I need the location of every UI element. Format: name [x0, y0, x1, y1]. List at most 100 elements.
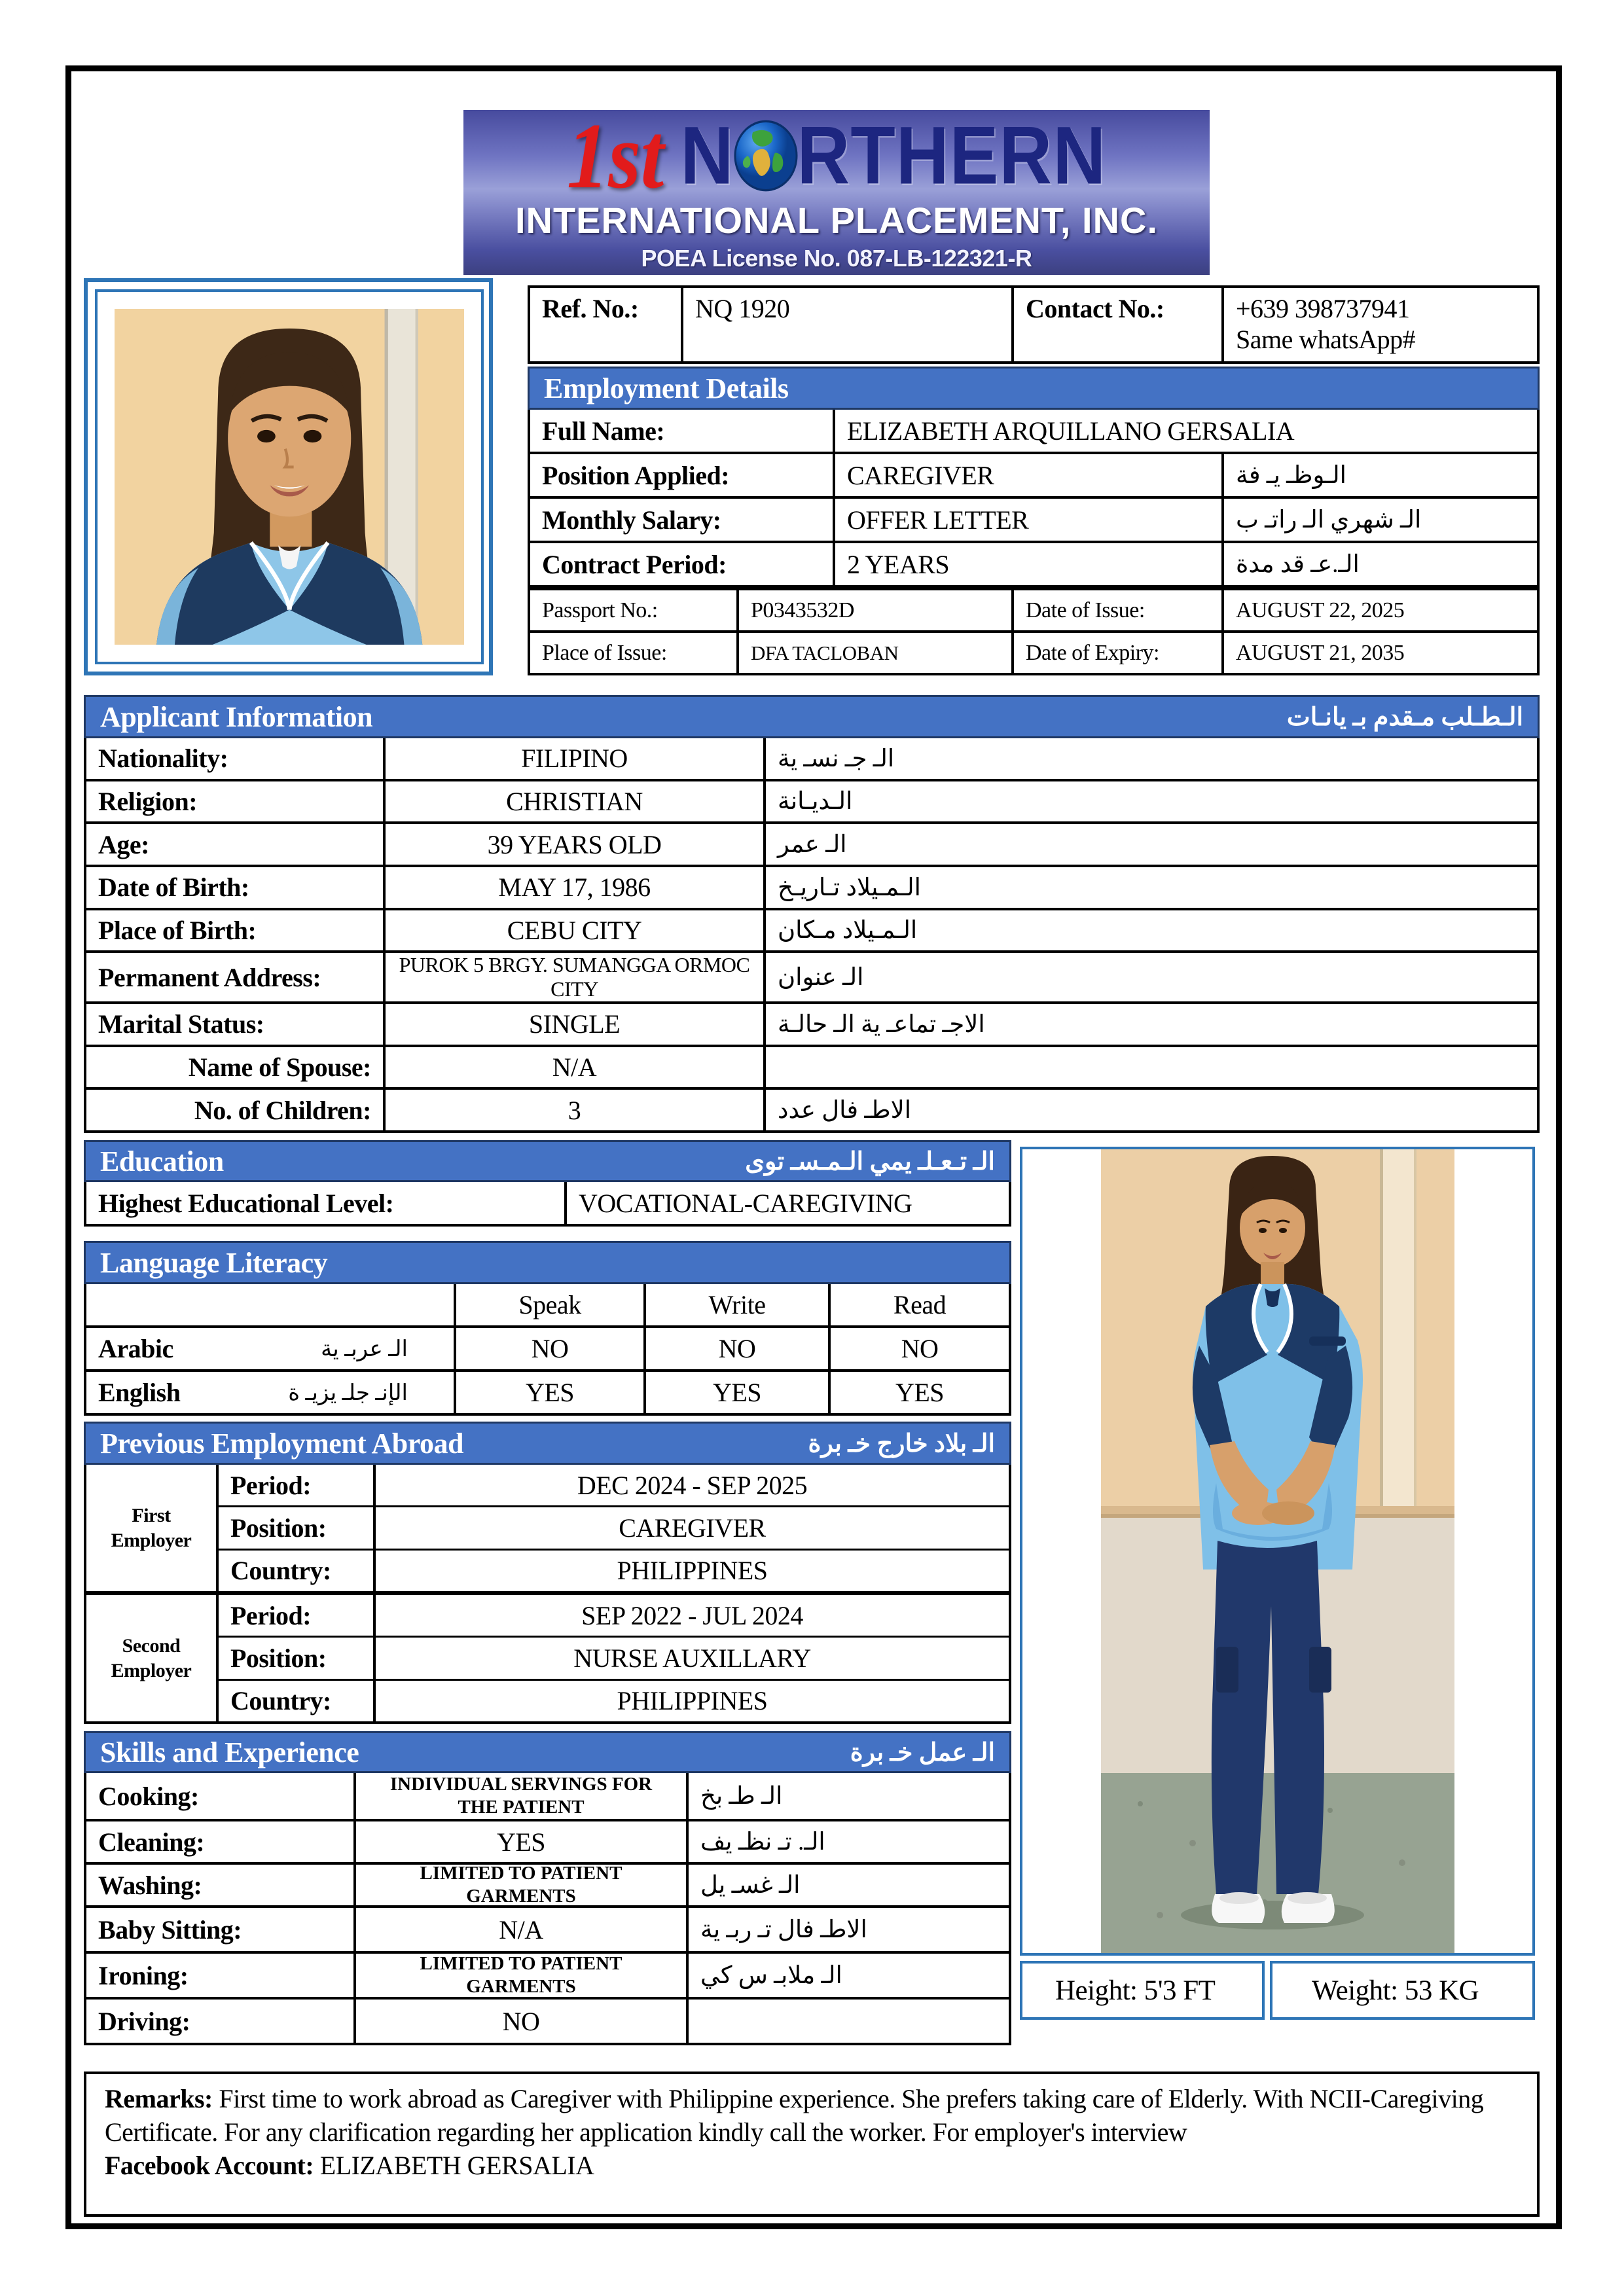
skills-title: Skills and Experience: [100, 1736, 359, 1768]
employment-details-table: Full Name: ELIZABETH ARQUILLANO GERSALIA…: [528, 410, 1540, 588]
previous-employment-header: Previous Employment Abroad الـ بلاد خارج…: [84, 1422, 1011, 1465]
nationality-arabic: الـ جـ نسـ ية: [778, 745, 895, 772]
first-position-value: CAREGIVER: [619, 1513, 766, 1543]
name-of-spouse-arabic: [766, 1047, 1537, 1088]
arabic-language-arabic: الـ عربـ ية: [321, 1336, 408, 1361]
cooking-value: INDIVIDUAL SERVINGS FOR THE PATIENT: [356, 1773, 689, 1819]
ref-no-value: NQ 1920: [683, 288, 1014, 361]
cleaning-value: YES: [356, 1821, 689, 1862]
facebook-account-line: Facebook Account: ELIZABETH GERSALIA: [105, 2151, 594, 2180]
religion-arabic: الـديـانة: [778, 788, 853, 816]
ref-no-label: Ref. No.:: [530, 288, 683, 361]
arabic-read-value: NO: [901, 1334, 939, 1363]
facebook-account-label: Facebook Account:: [105, 2151, 314, 2180]
education-table: Highest Educational Level: VOCATIONAL-CA…: [84, 1182, 1011, 1227]
driving-arabic: [689, 2000, 1009, 2043]
place-of-birth-arabic: الـمـيلاد مـكان: [778, 917, 918, 944]
speak-column-header: Speak: [456, 1284, 646, 1325]
date-of-issue-value: AUGUST 22, 2025: [1236, 598, 1405, 622]
contact-no-label: Contact No.:: [1014, 288, 1224, 361]
first-employer-label: First Employer: [86, 1465, 219, 1591]
date-of-issue-label: Date of Issue:: [1014, 590, 1224, 630]
age-value: 39 YEARS OLD: [386, 824, 766, 865]
age-label: Age:: [86, 824, 386, 865]
full-name-value: ELIZABETH ARQUILLANO GERSALIA: [847, 416, 1295, 446]
second-country-label: Country:: [219, 1680, 376, 1721]
place-of-birth-label: Place of Birth:: [86, 910, 386, 951]
ironing-label: Ironing:: [86, 1954, 356, 1997]
ref-contact-table: Ref. No.: NQ 1920 Contact No.: +639 3987…: [528, 285, 1540, 364]
nationality-value: FILIPINO: [386, 738, 766, 779]
english-language-row-label: English الإنـ جلـ يزيـ ة: [86, 1372, 456, 1413]
permanent-address-value: PUROK 5 BRGY. SUMANGGA ORMOC CITY: [386, 953, 766, 1002]
previous-employment-title: Previous Employment Abroad: [100, 1427, 463, 1460]
baby-sitting-label: Baby Sitting:: [86, 1908, 356, 1951]
date-of-birth-value: MAY 17, 1986: [386, 867, 766, 908]
age-arabic: الـ عمر: [778, 831, 847, 859]
agency-logo: 1st N RTHERN INTERNATIONA: [463, 110, 1210, 275]
poea-license: POEA License No. 087-LB-122321-R: [641, 244, 1032, 272]
headshot-photo-frame: [84, 278, 493, 675]
remarks-text: Remarks: First time to work abroad as Ca…: [105, 2084, 1484, 2147]
second-country-value: PHILIPPINES: [617, 1686, 768, 1716]
name-of-spouse-label: Name of Spouse:: [86, 1047, 386, 1088]
first-position-label: Position:: [219, 1507, 376, 1549]
skills-title-arabic: الـ عمل خـ برة: [850, 1738, 996, 1767]
date-of-birth-label: Date of Birth:: [86, 867, 386, 908]
agency-name: INTERNATIONAL PLACEMENT, INC.: [514, 200, 1159, 241]
nationality-label: Nationality:: [86, 738, 386, 779]
cooking-arabic: الـ طـ بخ: [700, 1783, 783, 1810]
no-of-children-arabic: الاطـ فال عدد: [778, 1097, 912, 1124]
english-read-value: YES: [895, 1378, 945, 1407]
date-of-expiry-value: AUGUST 21, 2035: [1236, 640, 1405, 665]
contact-no-value: +639 398737941 Same whatsApp#: [1236, 294, 1416, 354]
applicant-headshot-photo: [115, 309, 465, 645]
marital-status-label: Marital Status:: [86, 1004, 386, 1045]
permanent-address-label: Permanent Address:: [86, 953, 386, 1002]
second-period-value: SEP 2022 - JUL 2024: [581, 1600, 803, 1630]
language-literacy-title: Language Literacy: [100, 1246, 328, 1279]
washing-label: Washing:: [86, 1865, 356, 1905]
marital-status-arabic: الاجـ تماعـ ية الـ حالـة: [778, 1011, 985, 1038]
no-of-children-label: No. of Children:: [86, 1090, 386, 1130]
first-country-label: Country:: [219, 1550, 376, 1591]
name-of-spouse-value: N/A: [386, 1047, 766, 1088]
english-write-value: YES: [646, 1372, 831, 1413]
contract-period-arabic: الـ.عـ قد مدة: [1236, 551, 1360, 578]
globe-icon: [734, 120, 798, 192]
employment-details-header: Employment Details: [528, 367, 1540, 410]
applicant-information-title-arabic: الـطـلب مـقدم بـ يانـات: [1286, 703, 1524, 731]
full-body-photo-frame: [1020, 1147, 1535, 1956]
position-applied-label: Position Applied:: [530, 454, 835, 496]
monthly-salary-label: Monthly Salary:: [530, 499, 835, 541]
monthly-salary-arabic: الـ شهري الـ راتـ ب: [1236, 507, 1422, 533]
write-column-header: Write: [646, 1284, 831, 1325]
place-of-birth-value: CEBU CITY: [386, 910, 766, 951]
position-applied-value: CAREGIVER: [835, 454, 1224, 496]
washing-value: LIMITED TO PATIENT GARMENTS: [356, 1865, 689, 1905]
baby-sitting-arabic: الاطـ فال تـ ربـ ية: [700, 1916, 867, 1943]
position-applied-arabic: الـوظـ يـ فة: [1236, 462, 1346, 489]
remarks-label: Remarks:: [105, 2084, 213, 2113]
passport-no-label: Passport No.:: [530, 590, 739, 630]
read-column-header: Read: [893, 1290, 947, 1319]
first-period-value: DEC 2024 - SEP 2025: [577, 1470, 808, 1500]
religion-label: Religion:: [86, 781, 386, 822]
baby-sitting-value: N/A: [356, 1908, 689, 1951]
english-speak-value: YES: [456, 1372, 646, 1413]
passport-table: Passport No.: P0343532D Date of Issue: A…: [528, 588, 1540, 675]
highest-educational-level-label: Highest Educational Level:: [86, 1182, 567, 1224]
monthly-salary-value: OFFER LETTER: [835, 499, 1224, 541]
no-of-children-value: 3: [386, 1090, 766, 1130]
skills-table: Cooking: INDIVIDUAL SERVINGS FOR THE PAT…: [84, 1773, 1011, 2045]
second-position-value: NURSE AUXILLARY: [573, 1643, 811, 1673]
language-column-spacer: [86, 1284, 456, 1325]
language-literacy-header: Language Literacy: [84, 1241, 1011, 1284]
date-of-expiry-label: Date of Expiry:: [1014, 633, 1224, 673]
second-period-label: Period:: [219, 1595, 376, 1636]
full-name-label: Full Name:: [530, 410, 835, 452]
permanent-address-arabic: الـ عنوان: [778, 964, 864, 992]
arabic-write-value: NO: [646, 1328, 831, 1369]
place-of-issue-label: Place of Issue:: [530, 633, 739, 673]
